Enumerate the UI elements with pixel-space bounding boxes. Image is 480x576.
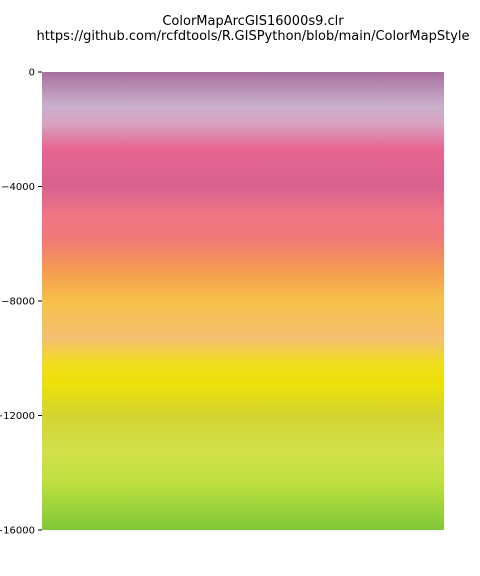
y-axis: 0 −4000 −8000 −12000 −16000: [0, 68, 42, 537]
y-tick-label: −16000: [0, 526, 35, 537]
colormap-area: [42, 72, 444, 530]
y-tick-label: 0: [29, 68, 35, 79]
y-tick-label: −4000: [1, 182, 35, 193]
y-tick-label: −8000: [1, 297, 35, 308]
y-tick-label: −12000: [0, 411, 35, 422]
chart-title-line-2: https://github.com/rcfdtools/R.GISPython…: [36, 29, 470, 44]
chart-title-line-1: ColorMapArcGIS16000s9.clr: [162, 14, 344, 29]
